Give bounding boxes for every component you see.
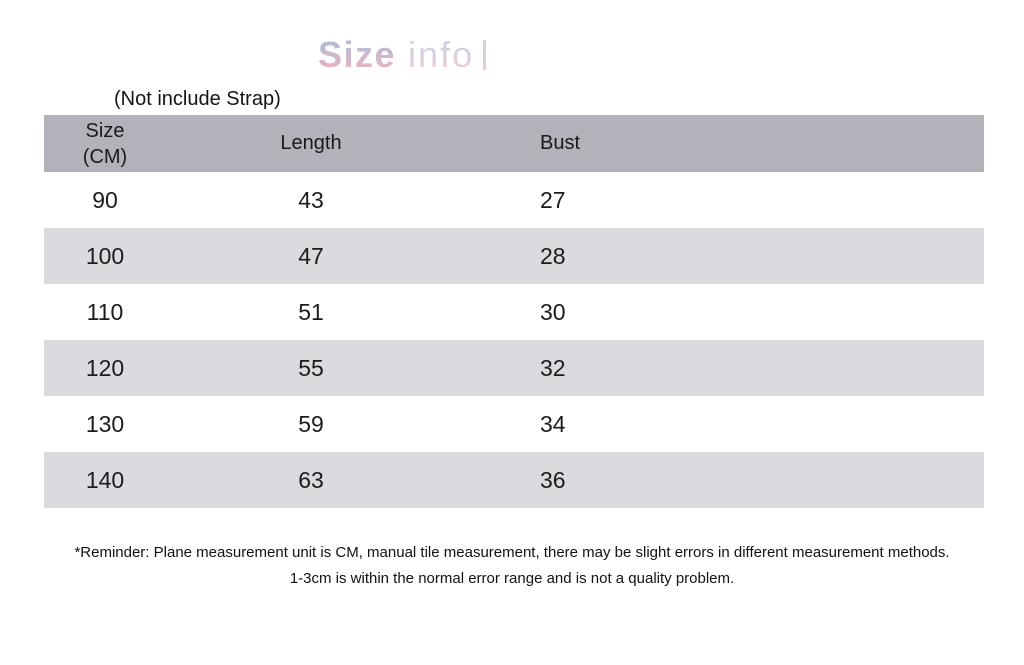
cell-length: 51 [298, 298, 324, 325]
cell-size: 140 [85, 466, 125, 493]
reminder-text: *Reminder: Plane measurement unit is CM,… [0, 540, 1024, 592]
table-row: 90 43 27 [44, 172, 984, 228]
header-size-cm: Size (CM) [44, 118, 166, 170]
header-bust: Bust [540, 132, 581, 154]
table-header-row: Size (CM) Length Bust [44, 115, 984, 172]
cell-size: 110 [86, 298, 124, 325]
table-row: 120 55 32 [44, 340, 984, 396]
cell-size: 130 [85, 410, 125, 437]
cell-length: 59 [298, 410, 324, 437]
title-word-size: Size [318, 34, 397, 75]
title-word-info: info [408, 34, 475, 75]
header-size-line2: (CM) [82, 145, 128, 168]
cell-length: 47 [298, 242, 324, 269]
strap-note: (Not include Strap) [114, 88, 281, 110]
size-table: Size (CM) Length Bust 90 43 27 100 47 28… [44, 115, 984, 508]
table-row: 140 63 36 [44, 452, 984, 508]
page-title: Size info [318, 34, 487, 76]
cell-bust: 36 [540, 466, 566, 493]
cell-size: 90 [92, 186, 118, 213]
cell-length: 43 [298, 186, 324, 213]
reminder-line-1: *Reminder: Plane measurement unit is CM,… [74, 544, 950, 561]
cell-length: 55 [298, 354, 324, 381]
cell-size: 120 [85, 354, 125, 381]
header-size-line1: Size [85, 119, 125, 142]
cell-bust: 30 [540, 298, 566, 325]
cell-bust: 34 [540, 410, 566, 437]
table-row: 100 47 28 [44, 228, 984, 284]
cell-size: 100 [85, 242, 125, 269]
header-length: Length [280, 132, 342, 154]
reminder-line-2: 1-3cm is within the normal error range a… [289, 570, 735, 587]
cell-bust: 27 [540, 186, 566, 213]
table-row: 130 59 34 [44, 396, 984, 452]
cell-bust: 28 [540, 242, 566, 269]
cell-length: 63 [298, 466, 324, 493]
cell-bust: 32 [540, 354, 566, 381]
table-row: 110 51 30 [44, 284, 984, 340]
title-cursor-bar [483, 40, 487, 70]
